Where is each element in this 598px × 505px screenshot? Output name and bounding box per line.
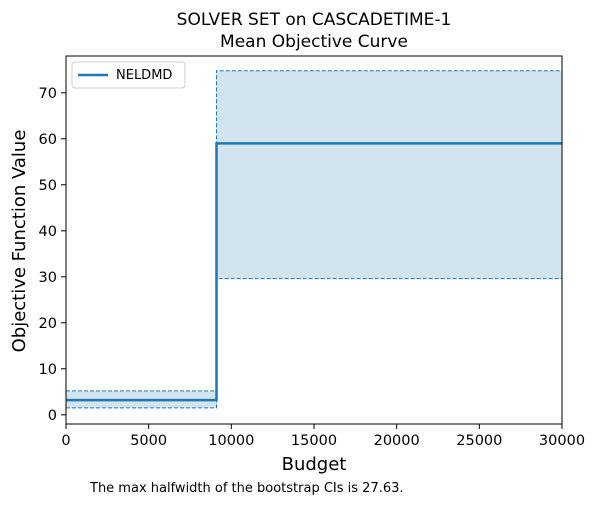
y-tick-label-50: 50 (39, 178, 57, 194)
legend-label-neldmd: NELDMD (116, 68, 172, 83)
x-tick-label-20000: 20000 (374, 433, 420, 449)
legend: NELDMD (71, 61, 186, 89)
chart-subtitle: Mean Objective Curve (220, 32, 408, 52)
ci-band-segment-0-2 (216, 70, 562, 279)
ci-lower-line-0 (66, 278, 562, 409)
y-tick-label-20: 20 (39, 316, 57, 332)
y-tick-label-10: 10 (39, 362, 57, 378)
series-line-neldmd (66, 142, 562, 402)
ci-upper-line-0 (66, 70, 562, 392)
x-tick-label-30000: 30000 (539, 433, 585, 449)
bootstrap-note: The max halfwidth of the bootstrap CIs i… (89, 481, 404, 496)
y-tick-label-70: 70 (39, 86, 57, 102)
y-tick-label-0: 0 (48, 408, 57, 424)
y-axis-label: Objective Function Value (9, 130, 30, 353)
x-tick-label-15000: 15000 (291, 433, 337, 449)
x-tick-label-5000: 5000 (130, 433, 167, 449)
x-tick-label-0: 0 (61, 433, 70, 449)
y-tick-label-30: 30 (39, 270, 57, 286)
chart-title: SOLVER SET on CASCADETIME-1 (177, 10, 452, 30)
legend-box (71, 61, 186, 89)
x-axis-label: Budget (282, 454, 347, 475)
plot-area: 0 5000 10000 15000 20000 25000 30000 0 10 20 30 40 5… (39, 55, 585, 449)
y-tick-label-40: 40 (39, 224, 57, 240)
y-tick-label-60: 60 (39, 132, 57, 148)
x-tick-label-25000: 25000 (456, 433, 502, 449)
x-tick-label-10000: 10000 (208, 433, 254, 449)
